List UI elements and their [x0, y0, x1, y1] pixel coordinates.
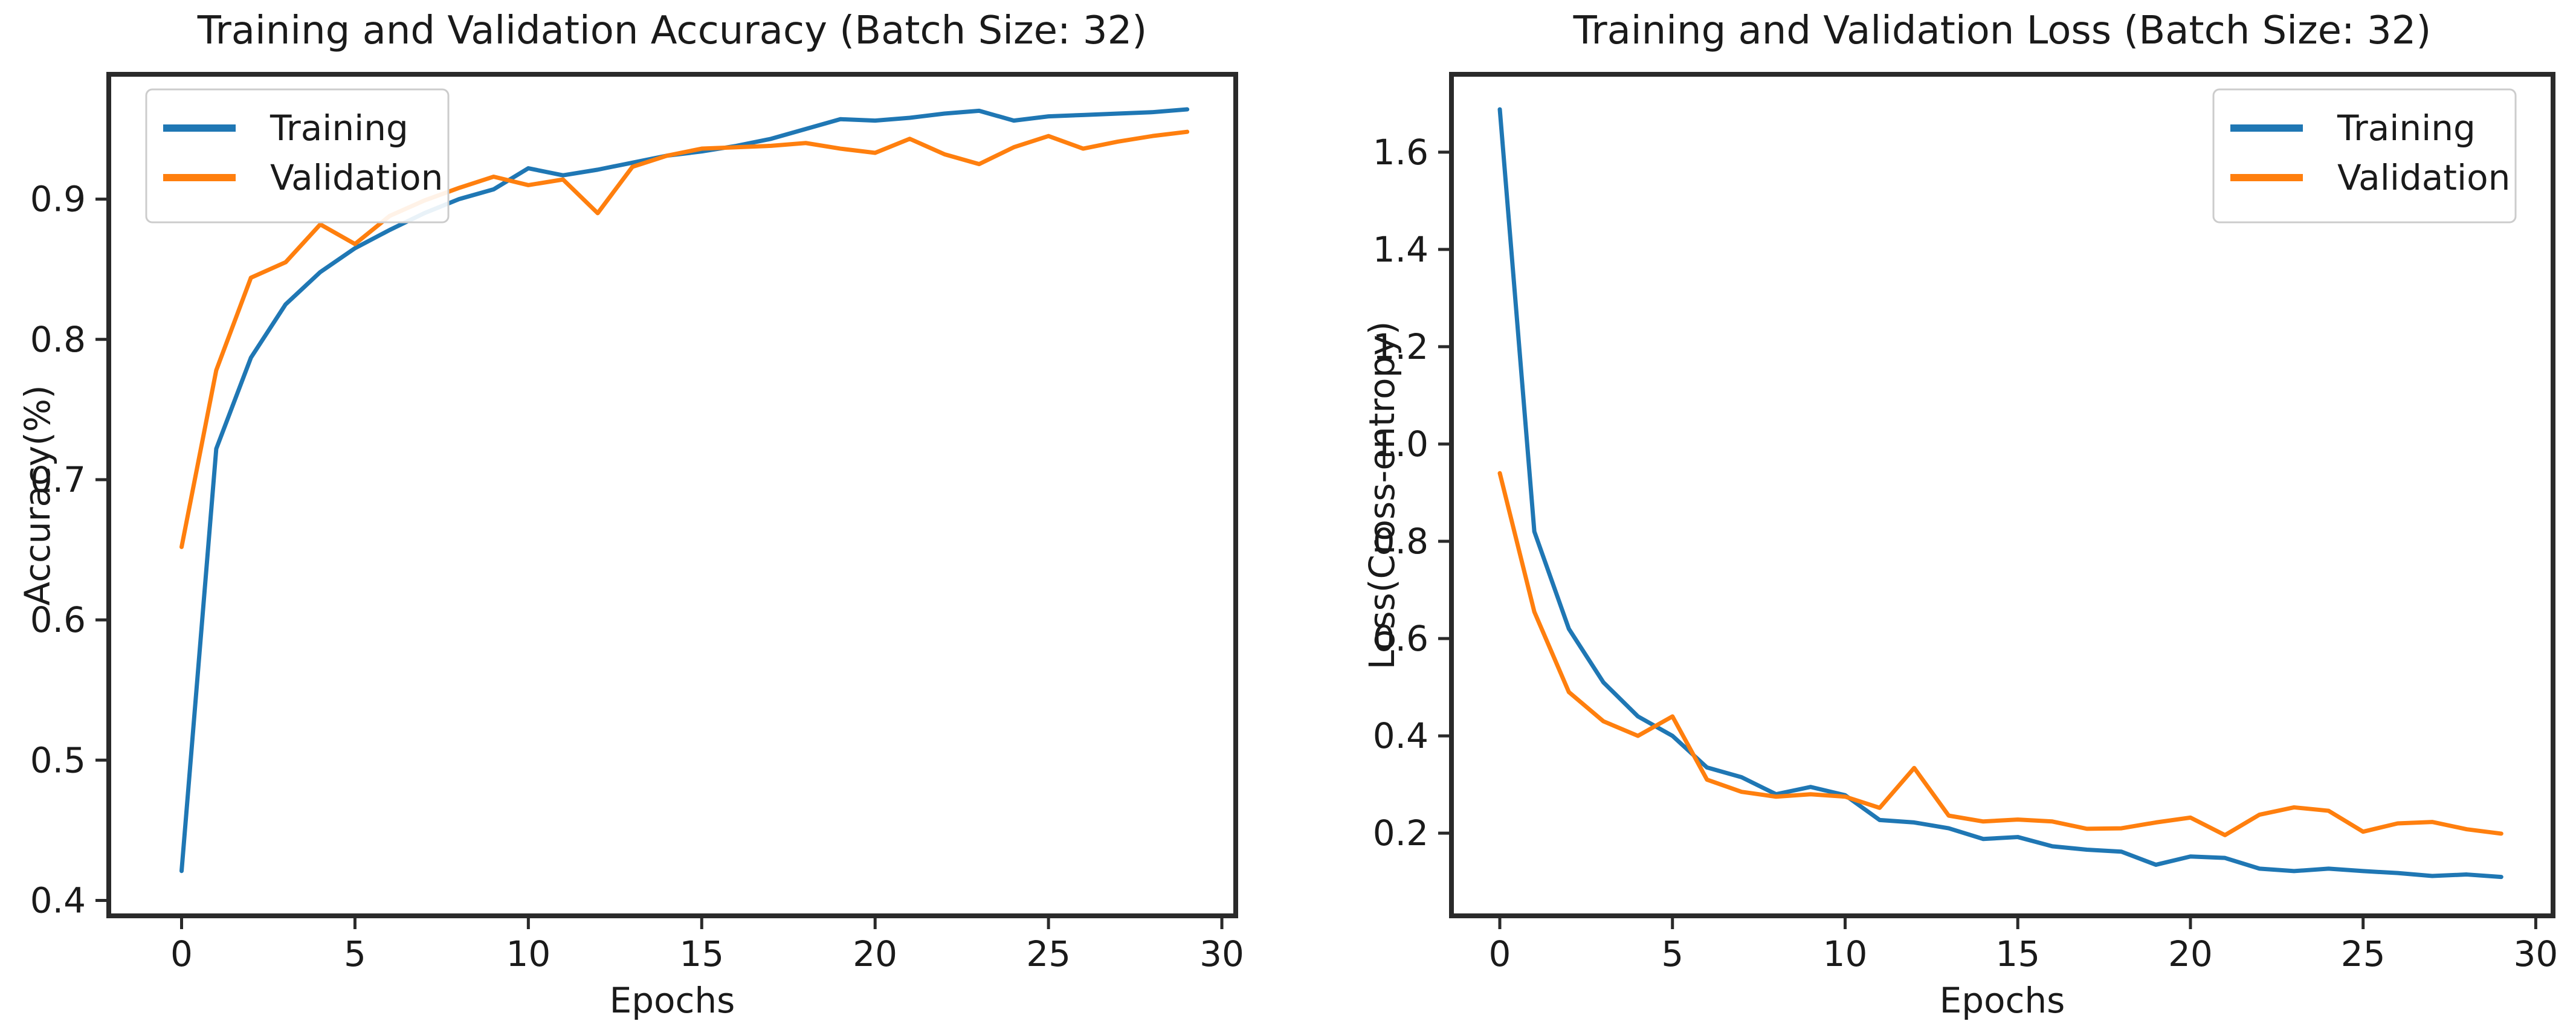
y-tick-label: 0.6 [30, 599, 86, 640]
legend-label-training: Training [270, 108, 408, 149]
y-tick-label: 0.8 [30, 319, 86, 360]
y-tick-label: 1.6 [1373, 132, 1428, 173]
y-tick-label: 0.4 [1373, 715, 1428, 756]
training-line [179, 107, 1190, 874]
training-line [1497, 107, 2503, 880]
legend-box [2212, 88, 2517, 224]
legend-label-validation: Validation [2337, 157, 2510, 198]
y-tick-label: 1.4 [1373, 229, 1428, 270]
accuracy-chart-title: Training and Validation Accuracy (Batch … [197, 8, 1148, 53]
x-tick-label: 25 [1026, 933, 1071, 974]
y-tick-label: 0.8 [1373, 521, 1428, 562]
x-tick-label: 20 [853, 933, 897, 974]
y-tick-label: 0.2 [1373, 813, 1428, 854]
axes-spines [106, 72, 1238, 918]
x-tick-label: 0 [170, 933, 193, 974]
x-tick-label: 30 [2514, 933, 2558, 974]
y-tick-label: 0.7 [30, 459, 86, 500]
x-tick-label: 30 [1199, 933, 1244, 974]
legend-label-training: Training [2337, 108, 2476, 149]
x-tick-label: 15 [679, 933, 724, 974]
legend-box [145, 88, 450, 224]
y-tick-label: 0.5 [30, 739, 86, 781]
y-tick-label: 0.6 [1373, 618, 1428, 659]
validation-line [179, 129, 1190, 549]
legend-label-validation: Validation [270, 157, 443, 198]
x-tick-label: 10 [1823, 933, 1868, 974]
loss-chart-title: Training and Validation Loss (Batch Size… [1573, 8, 2432, 53]
x-tick-label: 0 [1489, 933, 1511, 974]
y-tick-label: 0.4 [30, 880, 86, 921]
x-tick-label: 15 [1995, 933, 2040, 974]
x-tick-label: 10 [506, 933, 550, 974]
x-tick-label: 25 [2341, 933, 2386, 974]
validation-line [1497, 471, 2503, 837]
y-tick-label: 0.9 [30, 179, 86, 220]
x-tick-label: 5 [344, 933, 366, 974]
y-tick-label: 1.2 [1373, 326, 1428, 367]
axes-spines [1449, 72, 2555, 918]
loss-x-axis-label: Epochs [1939, 980, 2065, 1021]
y-tick-label: 1.0 [1373, 423, 1428, 465]
x-tick-label: 20 [2168, 933, 2213, 974]
x-tick-label: 5 [1661, 933, 1683, 974]
accuracy-x-axis-label: Epochs [609, 980, 735, 1021]
